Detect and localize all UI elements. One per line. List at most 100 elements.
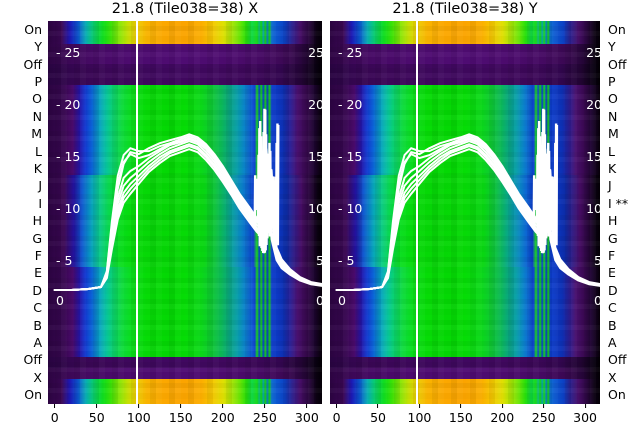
x-tick-label: 200 bbox=[210, 410, 235, 425]
curve-trace-7 bbox=[335, 137, 600, 292]
inner-ytick-15-right: 15 bbox=[586, 149, 600, 164]
category-axis-left: On Y Off P O N M L K J I H G F E D C B A Off X On bbox=[2, 21, 44, 404]
x-tick-label: 250 bbox=[252, 410, 277, 425]
x-tick-label: 300 bbox=[294, 410, 319, 425]
x-tick-left-50: 50 bbox=[89, 404, 105, 425]
band-main-lower bbox=[330, 267, 600, 357]
inner-ytick-10-left: - 10 bbox=[338, 201, 363, 216]
x-tick-label: 150 bbox=[168, 410, 193, 425]
marker-vline-y bbox=[416, 21, 418, 404]
inner-ytick-20-right: 20 bbox=[308, 97, 322, 112]
x-axis-right: 0 50 100 150 200 250 300 bbox=[330, 404, 600, 440]
x-tick-right-300: 300 bbox=[573, 404, 597, 425]
x-tick-right-50: 50 bbox=[370, 404, 386, 425]
x-tick-mark bbox=[264, 404, 266, 408]
x-tick-left-250: 250 bbox=[253, 404, 277, 425]
inner-ytick-15-left: - 15 bbox=[56, 149, 81, 164]
category-label-right-0: On bbox=[608, 21, 626, 37]
category-label-left-18: A bbox=[33, 335, 42, 351]
x-tick-right-250: 250 bbox=[532, 404, 556, 425]
inner-ytick-10-right: 10 bbox=[308, 201, 322, 216]
x-tick-left-0: 0 bbox=[51, 404, 59, 425]
band-top-on bbox=[48, 21, 322, 44]
category-label-left-5: N bbox=[32, 108, 42, 124]
x-tick-left-200: 200 bbox=[211, 404, 235, 425]
x-tick-label: 50 bbox=[88, 410, 105, 425]
category-label-left-14: E bbox=[34, 265, 42, 281]
overlay-curves-y bbox=[335, 108, 600, 292]
x-tick-mark bbox=[377, 404, 379, 408]
x-tick-mark bbox=[336, 404, 338, 408]
category-label-right-16: C bbox=[608, 300, 617, 316]
inner-ytick-25-left: - 25 bbox=[338, 45, 363, 60]
inner-ytick-25-left: - 25 bbox=[56, 45, 81, 60]
category-label-right-14: E bbox=[608, 265, 616, 281]
inner-ytick-0-right: 0 bbox=[594, 293, 600, 308]
x-tick-mark bbox=[501, 404, 503, 408]
heatmap-panel-y[interactable]: - 25 - 20 - 15 - 10 - 5 0 25 20 15 10 5 … bbox=[330, 21, 600, 404]
category-label-right-12: G bbox=[608, 230, 618, 246]
category-label-left-6: M bbox=[31, 126, 42, 142]
category-label-right-4: O bbox=[608, 91, 618, 107]
band-main-lower bbox=[48, 267, 322, 357]
category-label-right-8: K bbox=[608, 160, 617, 176]
category-label-left-7: L bbox=[35, 143, 42, 159]
noise-burst bbox=[253, 108, 280, 254]
x-tick-label: 50 bbox=[370, 410, 386, 425]
inner-ytick-15-left: - 15 bbox=[338, 149, 363, 164]
category-label-right-9: J bbox=[608, 178, 612, 194]
inner-ytick-0-left: 0 bbox=[56, 293, 64, 308]
category-label-right-5: N bbox=[608, 108, 618, 124]
category-label-left-9: J bbox=[38, 178, 42, 194]
band-top-on bbox=[330, 21, 600, 44]
x-tick-mark bbox=[180, 404, 182, 408]
x-tick-mark bbox=[138, 404, 140, 408]
panel-title-y: 21.8 (Tile038=38) Y bbox=[392, 1, 538, 17]
x-tick-label: 150 bbox=[448, 410, 473, 425]
overlay-curves-x bbox=[53, 108, 322, 292]
band-bottom-on bbox=[330, 379, 600, 404]
x-tick-mark bbox=[460, 404, 462, 408]
curve-trace-8 bbox=[53, 148, 322, 292]
category-label-left-1: Y bbox=[34, 39, 42, 55]
category-label-left-20: X bbox=[33, 369, 42, 385]
x-tick-right-200: 200 bbox=[490, 404, 514, 425]
category-label-left-19: Off bbox=[23, 352, 42, 368]
noise-burst bbox=[532, 108, 559, 254]
inner-ytick-0-left: 0 bbox=[338, 293, 346, 308]
x-tick-left-300: 300 bbox=[295, 404, 319, 425]
x-tick-label: 200 bbox=[490, 410, 515, 425]
category-label-right-10: I ** bbox=[608, 195, 629, 211]
curve-trace-8 bbox=[335, 148, 600, 292]
x-tick-label: 100 bbox=[126, 410, 151, 425]
marker-vline-x bbox=[136, 21, 138, 404]
x-tick-mark bbox=[222, 404, 224, 408]
category-label-right-11: H bbox=[608, 213, 618, 229]
inner-ytick-10-right: 10 bbox=[586, 201, 600, 216]
category-label-right-6: M bbox=[608, 126, 619, 142]
inner-ytick-20-right: 20 bbox=[586, 97, 600, 112]
band-bottom-gap-a bbox=[48, 357, 322, 368]
category-label-left-17: B bbox=[33, 317, 42, 333]
category-label-left-3: P bbox=[34, 73, 42, 89]
x-tick-label: 0 bbox=[332, 410, 341, 425]
x-tick-right-100: 100 bbox=[408, 404, 431, 425]
inner-ytick-15-right: 15 bbox=[308, 149, 322, 164]
inner-ytick-0-right: 0 bbox=[316, 293, 322, 308]
curve-trace-7 bbox=[53, 137, 322, 292]
x-tick-mark bbox=[54, 404, 56, 408]
category-label-left-12: G bbox=[32, 230, 42, 246]
category-label-left-4: O bbox=[32, 91, 42, 107]
band-top-gap-b bbox=[330, 64, 600, 85]
x-tick-mark bbox=[543, 404, 545, 408]
x-tick-right-0: 0 bbox=[333, 404, 341, 425]
inner-ytick-5-right: 5 bbox=[594, 253, 600, 268]
category-label-right-18: A bbox=[608, 335, 617, 351]
x-tick-mark bbox=[306, 404, 308, 408]
band-bottom-gap-b bbox=[48, 368, 322, 379]
heatmap-panel-x[interactable]: - 25 - 20 - 15 - 10 - 5 0 25 20 15 10 5 … bbox=[48, 21, 322, 404]
category-label-right-20: X bbox=[608, 369, 617, 385]
band-bottom-gap-b bbox=[330, 368, 600, 379]
inner-ytick-5-left: - 5 bbox=[338, 253, 355, 268]
